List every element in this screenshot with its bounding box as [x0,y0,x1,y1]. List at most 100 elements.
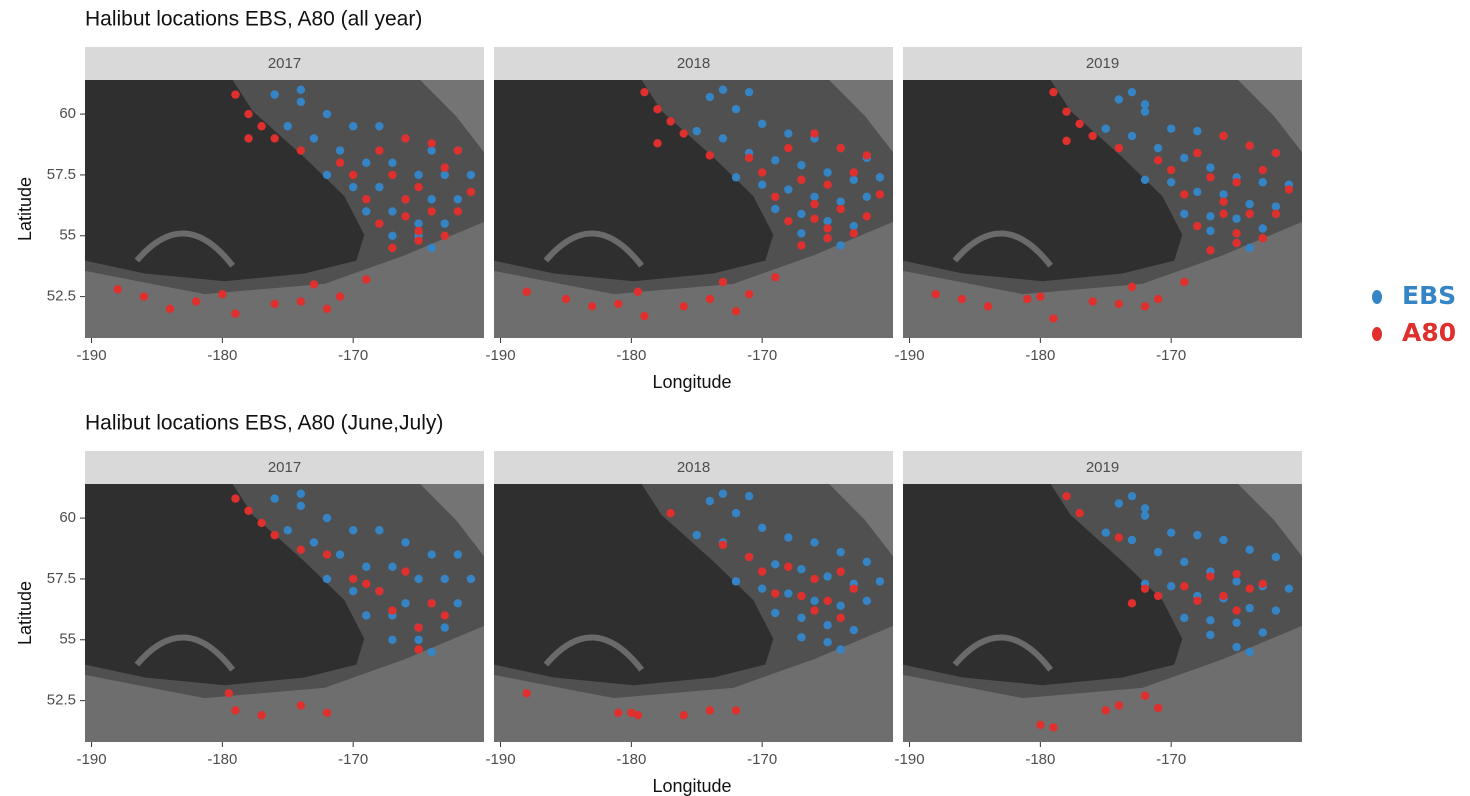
map-alaska [420,484,484,557]
point [1232,577,1241,586]
point [427,146,436,155]
x-tick-label: -170 [747,751,777,768]
point [427,550,436,559]
facet-label: 2019 [1086,459,1119,476]
point [427,599,436,608]
point [440,574,449,584]
map-alaska [1238,80,1302,153]
point [1245,199,1254,209]
point [348,122,358,131]
point [810,192,819,202]
point [270,494,279,503]
x-tick-label: -190 [895,751,925,768]
map-basin [85,80,365,282]
point [561,294,571,304]
point [1140,302,1150,311]
point [1140,584,1150,593]
point [335,292,345,301]
point [1258,579,1267,588]
point [1101,706,1110,715]
point [810,214,819,223]
point [1049,314,1058,323]
point [296,146,306,155]
point [1245,243,1254,253]
facet-strip [494,47,893,80]
point [191,297,201,306]
point [414,170,423,180]
point [257,711,266,720]
point [744,87,754,97]
point [797,591,806,601]
x-tick-label: -180 [1025,751,1055,768]
y-axis-label: Latitude [15,581,35,645]
point [348,574,358,584]
point [849,229,858,238]
x-tick-label: -190 [895,347,925,364]
x-tick-label: -190 [77,347,107,364]
point [1127,282,1137,292]
point [757,180,767,189]
point [1193,126,1202,136]
facet-label: 2017 [268,55,301,72]
point [1271,202,1281,211]
point [1166,124,1176,133]
point [113,285,122,294]
point [797,160,806,170]
point [640,87,649,97]
facet-strip [903,47,1302,80]
point [388,158,397,167]
point [731,173,741,182]
point [1114,701,1124,710]
point [705,151,715,160]
point [1245,647,1254,657]
point [309,134,319,143]
point [1114,95,1124,104]
point [414,226,423,236]
point [836,645,845,654]
point [1153,143,1163,153]
point [1114,143,1124,153]
point [348,526,358,535]
point [810,606,819,615]
point [731,706,741,715]
point [849,175,858,184]
map-aleutians [494,625,893,742]
point [388,606,397,615]
point [666,509,675,518]
point [836,143,845,153]
chart-title: Halibut locations EBS, A80 (June,July) [85,412,443,435]
point [1206,163,1215,172]
point [862,151,872,160]
facet-label: 2018 [677,55,710,72]
point [849,584,858,593]
point [784,143,793,153]
point [244,109,253,119]
point [1271,209,1281,219]
point [1101,528,1110,537]
point [388,170,397,180]
point [1153,156,1163,165]
point [1140,107,1150,116]
point [375,146,384,155]
point [744,491,754,501]
point [453,550,463,559]
point [633,287,643,296]
point [1062,107,1071,116]
map-basin [85,484,365,686]
point [401,134,410,143]
point [1075,119,1084,129]
y-tick-label: 52.5 [47,692,76,709]
point [1258,165,1267,175]
point [757,584,767,593]
point [744,552,754,562]
point [1140,504,1150,513]
point [322,304,332,313]
point [1153,703,1163,713]
point [810,129,819,138]
map-aleutians [85,221,484,338]
point [1088,297,1097,306]
map-aleutians [903,221,1302,338]
point [784,533,793,542]
point [231,90,240,99]
